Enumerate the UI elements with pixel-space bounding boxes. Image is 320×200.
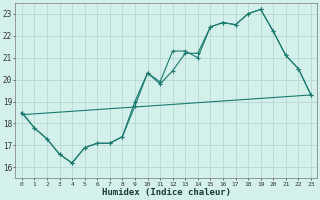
X-axis label: Humidex (Indice chaleur): Humidex (Indice chaleur) [102,188,231,197]
